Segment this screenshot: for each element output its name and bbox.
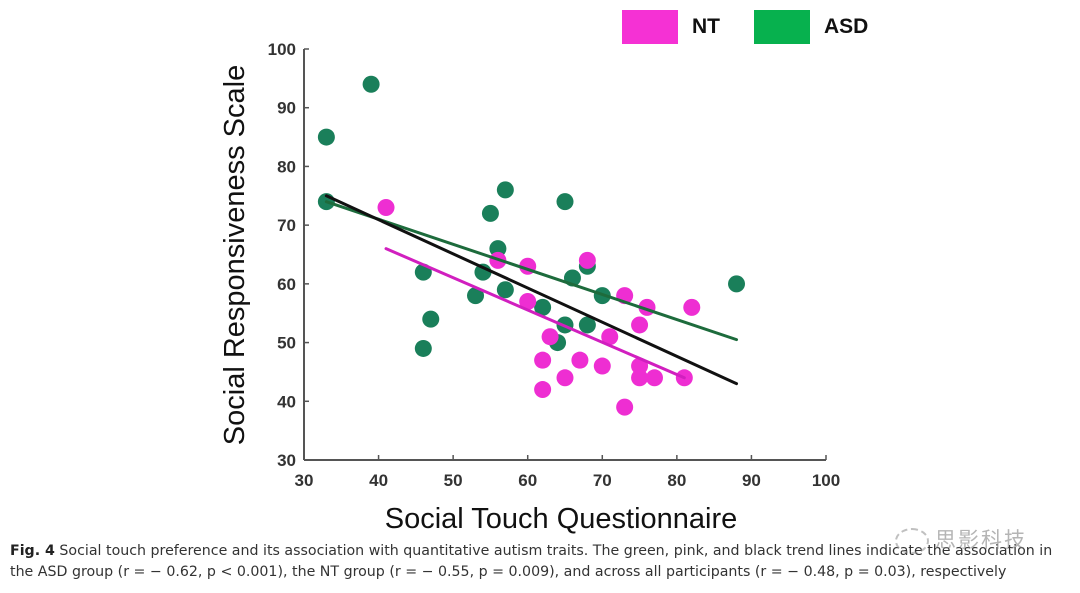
x-tick-label: 90: [742, 471, 761, 490]
data-points: [317, 75, 746, 416]
x-axis-label: Social Touch Questionnaire: [385, 503, 738, 535]
nt-point: [593, 357, 611, 375]
legend: NT ASD: [622, 10, 902, 44]
nt-point: [645, 369, 663, 387]
asd-point: [467, 287, 485, 305]
all-participants-trend-line: [324, 194, 739, 386]
asd-point: [496, 181, 514, 199]
legend-item-asd: ASD: [754, 10, 868, 44]
x-tick-label: 50: [444, 471, 463, 490]
legend-item-nt: NT: [622, 10, 720, 44]
series-asd: [317, 75, 746, 357]
watermark: 思影科技: [895, 524, 1027, 554]
figure-caption: Fig. 4 Social touch preference and its a…: [10, 541, 1075, 583]
nt-point: [534, 351, 552, 369]
asd-point: [414, 339, 432, 357]
asd-trend-line: [324, 200, 739, 342]
y-tick-label: 100: [268, 40, 296, 59]
nt-point: [616, 398, 634, 416]
y-tick-label: 90: [277, 99, 296, 118]
asd-point: [362, 75, 380, 93]
asd-point: [496, 281, 514, 299]
y-tick-label: 40: [277, 392, 296, 411]
nt-point: [631, 316, 649, 334]
y-tick-label: 30: [277, 451, 296, 470]
nt-point: [519, 292, 537, 310]
asd-point: [578, 316, 596, 334]
watermark-text: 思影科技: [935, 528, 1027, 552]
nt-point: [601, 328, 619, 346]
nt-point: [631, 369, 649, 387]
y-tick-label: 80: [277, 157, 296, 176]
wechat-icon: [895, 528, 929, 554]
asd-point: [422, 310, 440, 328]
nt-trend-line: [384, 247, 686, 380]
asd-point: [534, 298, 552, 316]
y-tick-label: 70: [277, 216, 296, 235]
x-tick-label: 30: [295, 471, 314, 490]
asd-point: [489, 240, 507, 258]
nt-point: [571, 351, 589, 369]
legend-swatch-asd: [754, 10, 810, 44]
y-axis-label: Social Responsiveness Scale: [219, 65, 251, 445]
x-tick-label: 80: [667, 471, 686, 490]
nt-point: [556, 369, 574, 387]
asd-point: [481, 204, 499, 222]
trend-lines: [324, 194, 739, 386]
nt-point: [377, 199, 395, 217]
asd-point: [728, 275, 746, 293]
legend-label-asd: ASD: [824, 15, 869, 38]
asd-point: [317, 128, 335, 146]
x-tick-label: 70: [593, 471, 612, 490]
x-tick-label: 60: [518, 471, 537, 490]
x-tick-label: 40: [369, 471, 388, 490]
y-tick-label: 50: [277, 334, 296, 353]
nt-point: [683, 298, 701, 316]
axes: 30 40 50 60 70 80 90 100 30 40 50 60 70 80 90 100: [268, 40, 841, 490]
caption-line-2: the ASD group (r = − 0.62, p < 0.001), t…: [10, 564, 1007, 580]
figure-label: Fig. 4: [10, 543, 55, 559]
nt-point: [534, 381, 552, 399]
series-nt: [377, 199, 701, 416]
nt-point: [578, 251, 596, 269]
asd-point: [556, 193, 574, 211]
nt-point: [541, 328, 559, 346]
legend-label-nt: NT: [692, 15, 720, 38]
x-tick-label: 100: [812, 471, 840, 490]
y-tick-label: 60: [277, 275, 296, 294]
legend-swatch-nt: [622, 10, 678, 44]
caption-line-1: Social touch preference and its associat…: [54, 543, 1053, 559]
